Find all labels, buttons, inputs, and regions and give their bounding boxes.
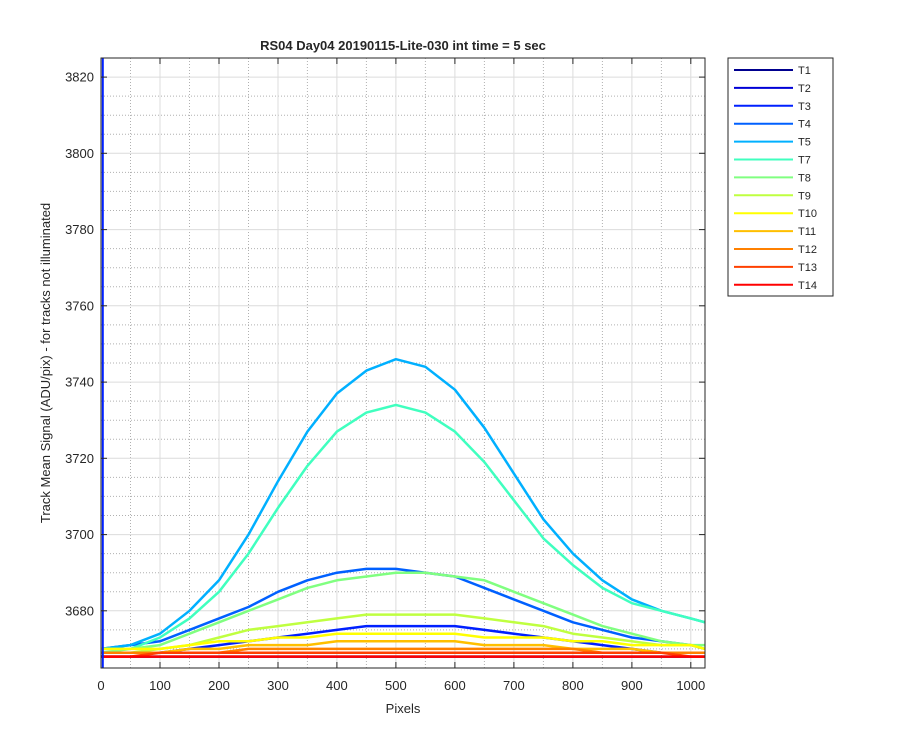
x-tick-label: 400 <box>326 678 348 693</box>
series-line-T10 <box>101 632 706 651</box>
plot-frame <box>100 57 706 669</box>
legend-label-T4: T4 <box>798 119 811 131</box>
x-tick-label: 900 <box>621 678 643 693</box>
series-line-T7 <box>101 403 706 651</box>
series-line-T11 <box>101 640 705 655</box>
legend-label-T2: T2 <box>798 83 811 95</box>
axis-ticks <box>100 58 705 668</box>
y-tick-label: 3820 <box>65 70 94 85</box>
x-tick-label: 1000 <box>676 678 705 693</box>
series-line-T5 <box>100 357 706 651</box>
series-line-T13 <box>101 651 705 658</box>
plot-area <box>101 58 705 668</box>
legend-label-T1: T1 <box>798 65 811 77</box>
y-tick-label: 3780 <box>65 222 94 237</box>
chart-title: RS04 Day04 20190115-Lite-030 int time = … <box>260 38 546 53</box>
y-tick-label: 3680 <box>65 603 94 618</box>
x-axis-label: Pixels <box>386 701 421 716</box>
x-tick-label: 0 <box>97 678 104 693</box>
y-tick-label: 3740 <box>65 375 94 390</box>
legend-label-T14: T14 <box>798 280 817 292</box>
series-line-T9 <box>101 613 706 655</box>
series-line-T4 <box>100 567 706 651</box>
y-tick-label: 3760 <box>65 298 94 313</box>
y-tick-label: 3720 <box>65 451 94 466</box>
x-tick-label: 300 <box>267 678 289 693</box>
x-tick-label: 800 <box>562 678 584 693</box>
x-tick-label: 600 <box>444 678 466 693</box>
legend-label-T11: T11 <box>798 226 816 238</box>
x-tick-label: 100 <box>149 678 171 693</box>
legend-label-T5: T5 <box>798 137 811 149</box>
x-tick-label: 700 <box>503 678 525 693</box>
y-tick-label: 3700 <box>65 527 94 542</box>
legend-label-T7: T7 <box>798 155 811 167</box>
legend-label-T3: T3 <box>798 101 811 113</box>
legend-label-T9: T9 <box>798 190 811 202</box>
legend: T1 T2 T3 T4 T5 T7 T8 T9 T10 T11 T12 T13 T14 <box>727 57 834 297</box>
x-tick-label: 500 <box>385 678 407 693</box>
series-layer <box>100 58 706 668</box>
x-tick-label: 200 <box>208 678 230 693</box>
major-gridlines <box>100 58 705 668</box>
y-axis-label: Track Mean Signal (ADU/pix) - for tracks… <box>38 203 53 523</box>
legend-label-T12: T12 <box>798 244 817 256</box>
legend-label-T13: T13 <box>798 262 817 274</box>
series-line-T8 <box>100 571 705 655</box>
tick-labels: 0 100 200 300 400 500 600 700 800 900 1000 3680 3700… <box>65 70 705 693</box>
legend-label-T10: T10 <box>798 208 817 220</box>
y-tick-label: 3800 <box>65 146 94 161</box>
legend-label-T8: T8 <box>798 172 811 184</box>
series-line-T3 <box>101 624 705 655</box>
